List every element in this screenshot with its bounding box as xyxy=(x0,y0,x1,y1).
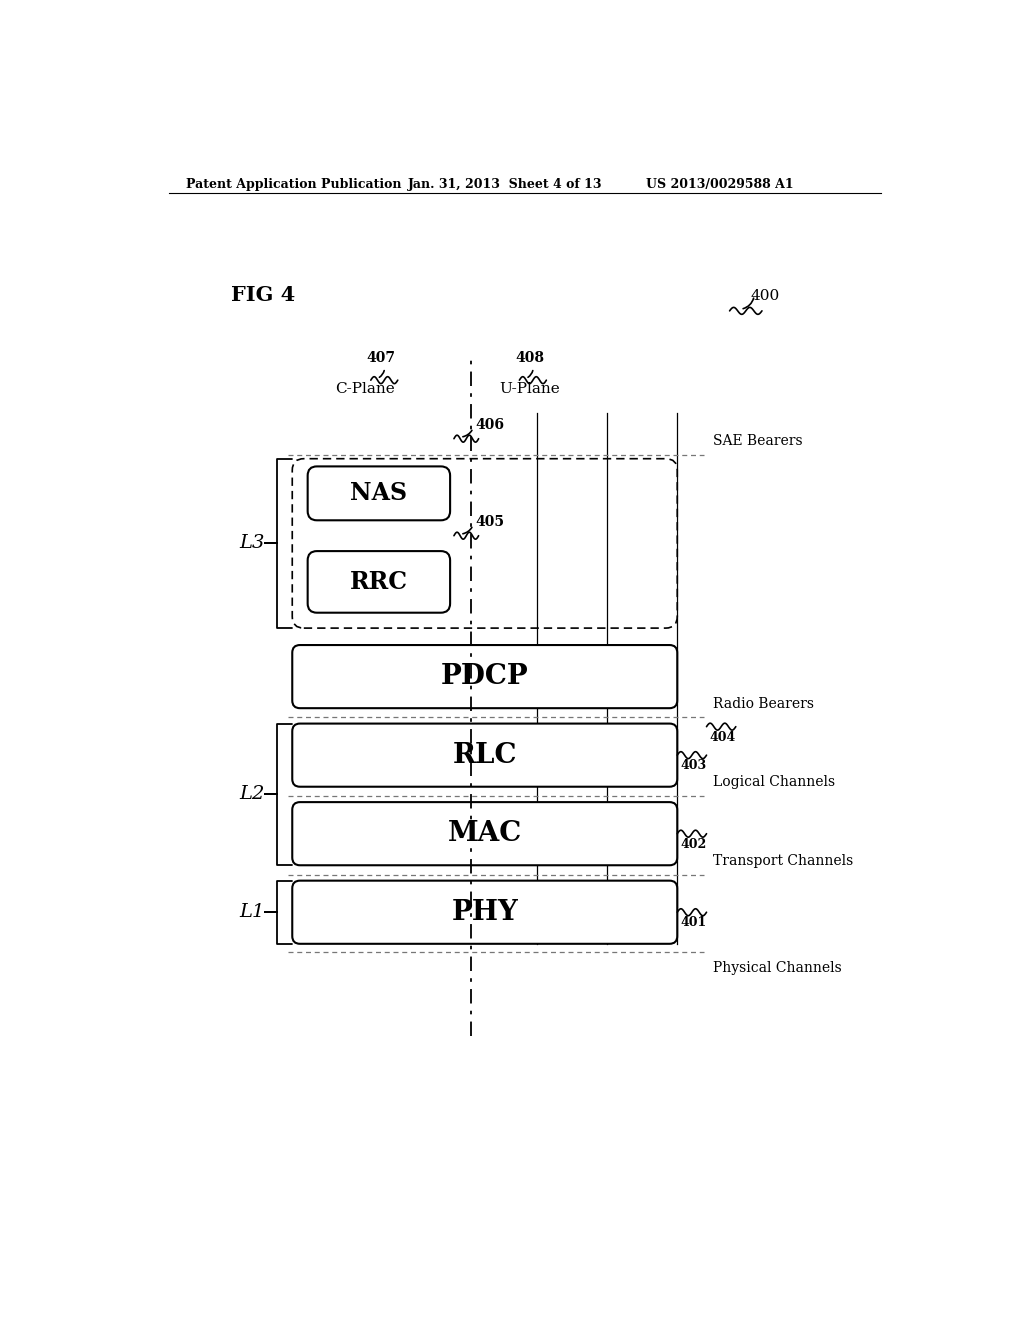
FancyBboxPatch shape xyxy=(292,880,677,944)
FancyBboxPatch shape xyxy=(292,723,677,787)
Text: C-Plane: C-Plane xyxy=(336,383,395,396)
Text: Patent Application Publication: Patent Application Publication xyxy=(186,178,401,190)
Text: L2: L2 xyxy=(240,785,265,804)
Text: Physical Channels: Physical Channels xyxy=(713,961,842,975)
Text: US 2013/0029588 A1: US 2013/0029588 A1 xyxy=(646,178,794,190)
Text: 406: 406 xyxy=(475,418,505,433)
Text: 400: 400 xyxy=(751,289,779,304)
Text: PHY: PHY xyxy=(452,899,518,925)
Text: Radio Bearers: Radio Bearers xyxy=(713,697,814,710)
Text: MAC: MAC xyxy=(447,820,522,847)
FancyBboxPatch shape xyxy=(307,552,451,612)
Text: L3: L3 xyxy=(240,535,265,552)
Text: U-Plane: U-Plane xyxy=(499,383,560,396)
Text: Jan. 31, 2013  Sheet 4 of 13: Jan. 31, 2013 Sheet 4 of 13 xyxy=(408,178,602,190)
Text: 405: 405 xyxy=(475,516,505,529)
Text: SAE Bearers: SAE Bearers xyxy=(713,434,803,447)
Text: L1: L1 xyxy=(240,903,265,921)
Text: RRC: RRC xyxy=(350,570,408,594)
FancyBboxPatch shape xyxy=(292,803,677,866)
FancyBboxPatch shape xyxy=(292,645,677,708)
Text: 404: 404 xyxy=(710,730,736,743)
Text: 407: 407 xyxy=(367,351,395,366)
Text: NAS: NAS xyxy=(350,482,408,506)
Text: FIG 4: FIG 4 xyxy=(230,285,295,305)
Text: 403: 403 xyxy=(680,759,707,772)
Text: 408: 408 xyxy=(515,351,544,366)
Text: Transport Channels: Transport Channels xyxy=(713,854,853,867)
Text: RLC: RLC xyxy=(453,742,517,768)
Text: PDCP: PDCP xyxy=(441,663,528,690)
Text: 401: 401 xyxy=(680,916,707,929)
Text: Logical Channels: Logical Channels xyxy=(713,775,835,789)
Text: 402: 402 xyxy=(680,838,707,850)
FancyBboxPatch shape xyxy=(307,466,451,520)
